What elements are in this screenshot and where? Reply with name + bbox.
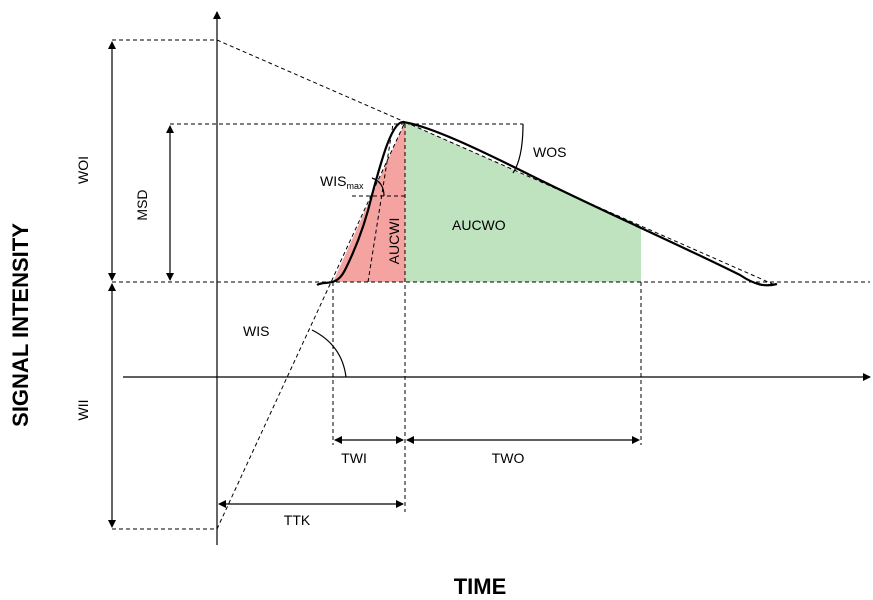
enhancement-curve bbox=[316, 120, 778, 287]
woi-label: WOI bbox=[75, 156, 91, 184]
wis-max-label: WISmax bbox=[320, 173, 364, 191]
msd-label: MSD bbox=[134, 189, 150, 220]
wash-out-slope-line bbox=[404, 121, 776, 286]
y-axis-title: SIGNAL INTENSITY bbox=[8, 223, 33, 427]
woi-slope-line bbox=[216, 39, 406, 123]
twi-label: TWI bbox=[341, 450, 367, 466]
wis-angle-arc bbox=[311, 329, 347, 378]
wis-max-tangent bbox=[367, 123, 394, 283]
wash-out-area bbox=[405, 122, 641, 282]
wis-label: WIS bbox=[243, 323, 269, 339]
wii-label: WII bbox=[75, 400, 91, 421]
wis-max-angle-arc bbox=[371, 177, 385, 197]
ttk-label: TTK bbox=[284, 512, 311, 528]
aucwo-label: AUCWO bbox=[452, 217, 506, 233]
aucwi-label: AUCWI bbox=[386, 218, 402, 265]
x-axis-title: TIME bbox=[454, 574, 507, 599]
wos-label: WOS bbox=[533, 144, 566, 160]
two-label: TWO bbox=[492, 450, 525, 466]
wos-angle-arc bbox=[512, 123, 524, 174]
